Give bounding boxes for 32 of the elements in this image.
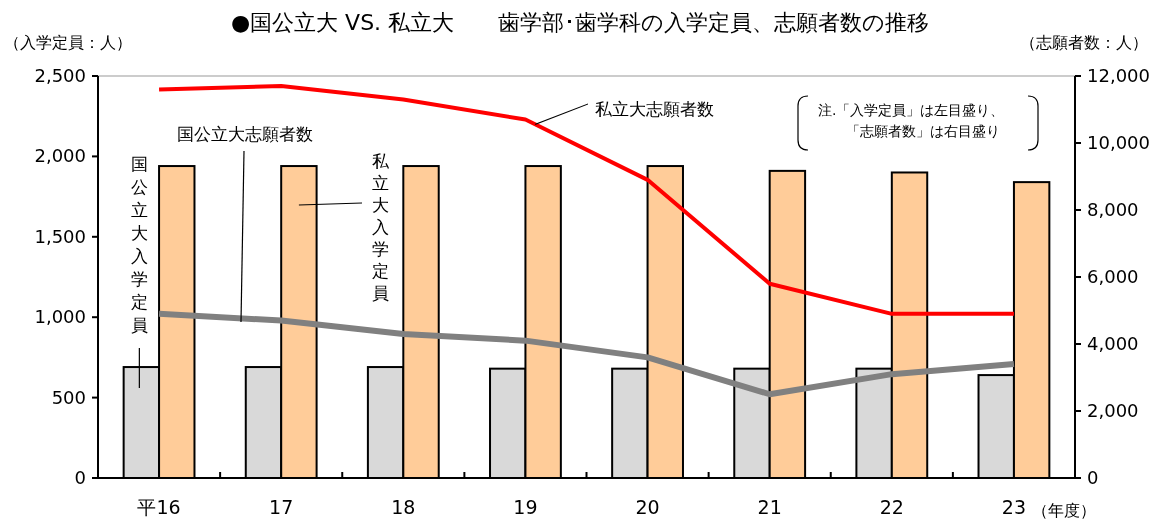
x-tick-label: 21	[757, 496, 782, 518]
y-tick-label: 1,000	[34, 306, 86, 328]
annotation: 注.「入学定員」は左目盛り、	[818, 102, 1005, 118]
x-tick-label: 20	[635, 496, 660, 518]
x-tick-label: 22	[879, 496, 904, 518]
x-tick-label: 平16	[137, 496, 181, 518]
y2-tick-label: 2,000	[1087, 400, 1139, 421]
x-axis-title: （年度）	[1032, 501, 1096, 520]
series-label: 私立大志願者数	[595, 99, 714, 119]
y-tick-label: 2,000	[34, 145, 86, 167]
y2-tick-label: 8,000	[1087, 199, 1139, 220]
y-tick-label: 2,500	[34, 65, 86, 86]
series-label: 私立大入学定員	[371, 151, 390, 303]
x-tick-label: 19	[513, 496, 538, 518]
x-tick-label: 23	[1001, 496, 1027, 518]
y-axis-title: （入学定員：人）	[4, 33, 132, 52]
y-tick-label: 0	[74, 467, 86, 488]
y2-axis-title: （志願者数：人）	[1020, 33, 1148, 52]
x-tick-label: 18	[391, 496, 416, 518]
line-series	[157, 84, 1016, 316]
y2-tick-label: 4,000	[1087, 333, 1139, 354]
y2-tick-label: 10,000	[1087, 132, 1150, 153]
y2-tick-label: 0	[1087, 467, 1099, 488]
y-tick-label: 1,500	[34, 225, 86, 247]
text: 国公立大志願者数	[177, 124, 313, 144]
x-tick-label: 17	[269, 496, 294, 518]
y-tick-label: 500	[51, 386, 86, 408]
chart-title: ●国公立大 VS. 私立大 歯学部･歯学科の入学定員、志願者数の推移	[230, 10, 930, 35]
series-label: 国公立大入学定員	[130, 154, 148, 335]
y2-tick-label: 12,000	[1087, 65, 1150, 86]
y2-tick-label: 6,000	[1087, 266, 1139, 287]
annotation: 「志願者数」は右目盛り	[846, 123, 1000, 139]
